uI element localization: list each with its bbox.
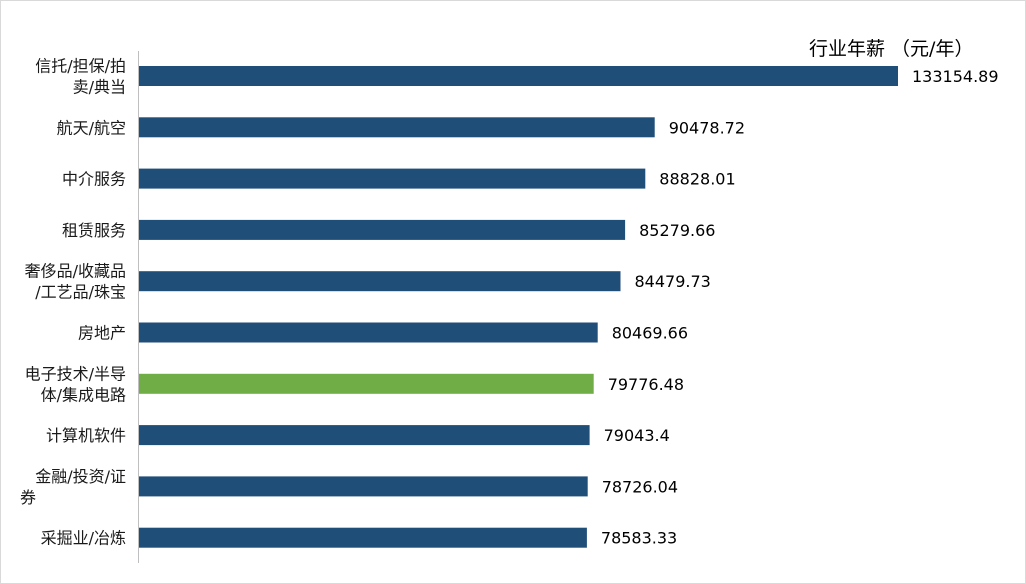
bar-5 (139, 322, 598, 343)
chart-title: 行业年薪 （元/年） (809, 38, 973, 60)
category-label-1: 航天/航空 (57, 118, 126, 137)
value-label-6: 79776.48 (608, 375, 684, 394)
bar-6 (139, 373, 594, 394)
category-label-line: 券 (20, 488, 36, 507)
bar-3 (139, 219, 626, 240)
category-label-5: 房地产 (78, 324, 126, 343)
category-label-7: 计算机软件 (46, 426, 126, 445)
category-label-line: 信托/担保/拍 (35, 57, 126, 76)
value-label-5: 80469.66 (612, 324, 688, 343)
value-label-8: 78726.04 (602, 477, 678, 496)
category-label-line: 奢侈品/收藏品 (25, 262, 126, 281)
value-labels: 133154.89 90478.72 88828.01 85279.66 84479.7… (601, 67, 999, 548)
category-label-line: 电子技术/半导 (25, 364, 126, 383)
value-label-4: 84479.73 (635, 272, 711, 291)
bars-group (139, 66, 898, 548)
value-label-3: 85279.66 (639, 221, 715, 240)
value-label-2: 88828.01 (659, 170, 735, 189)
category-labels: 信托/担保/拍卖/典当航天/航空中介服务租赁服务奢侈品/收藏品/工艺品/珠宝房地… (20, 57, 126, 548)
bar-4 (139, 271, 621, 292)
category-label-line: 体/集成电路 (41, 385, 126, 404)
category-label-3: 租赁服务 (62, 221, 126, 240)
bar-2 (139, 168, 646, 189)
bar-7 (139, 425, 590, 446)
category-label-8: 金融/投资/证券 (20, 467, 126, 507)
bar-1 (139, 117, 655, 138)
value-label-7: 79043.4 (604, 426, 670, 445)
category-label-line: 卖/典当 (73, 78, 126, 97)
category-label-9: 采掘业/冶炼 (41, 529, 126, 548)
category-label-4: 奢侈品/收藏品/工艺品/珠宝 (25, 262, 126, 302)
category-label-0: 信托/担保/拍卖/典当 (35, 57, 126, 97)
category-label-line: 金融/投资/证 (35, 467, 126, 486)
bar-8 (139, 476, 588, 497)
value-label-0: 133154.89 (912, 67, 999, 86)
category-label-6: 电子技术/半导体/集成电路 (25, 364, 126, 404)
bar-9 (139, 527, 587, 548)
category-label-2: 中介服务 (62, 170, 126, 189)
category-label-line: /工艺品/珠宝 (35, 283, 126, 302)
value-label-9: 78583.33 (601, 529, 677, 548)
value-label-1: 90478.72 (669, 118, 745, 137)
bar-0 (139, 66, 898, 86)
